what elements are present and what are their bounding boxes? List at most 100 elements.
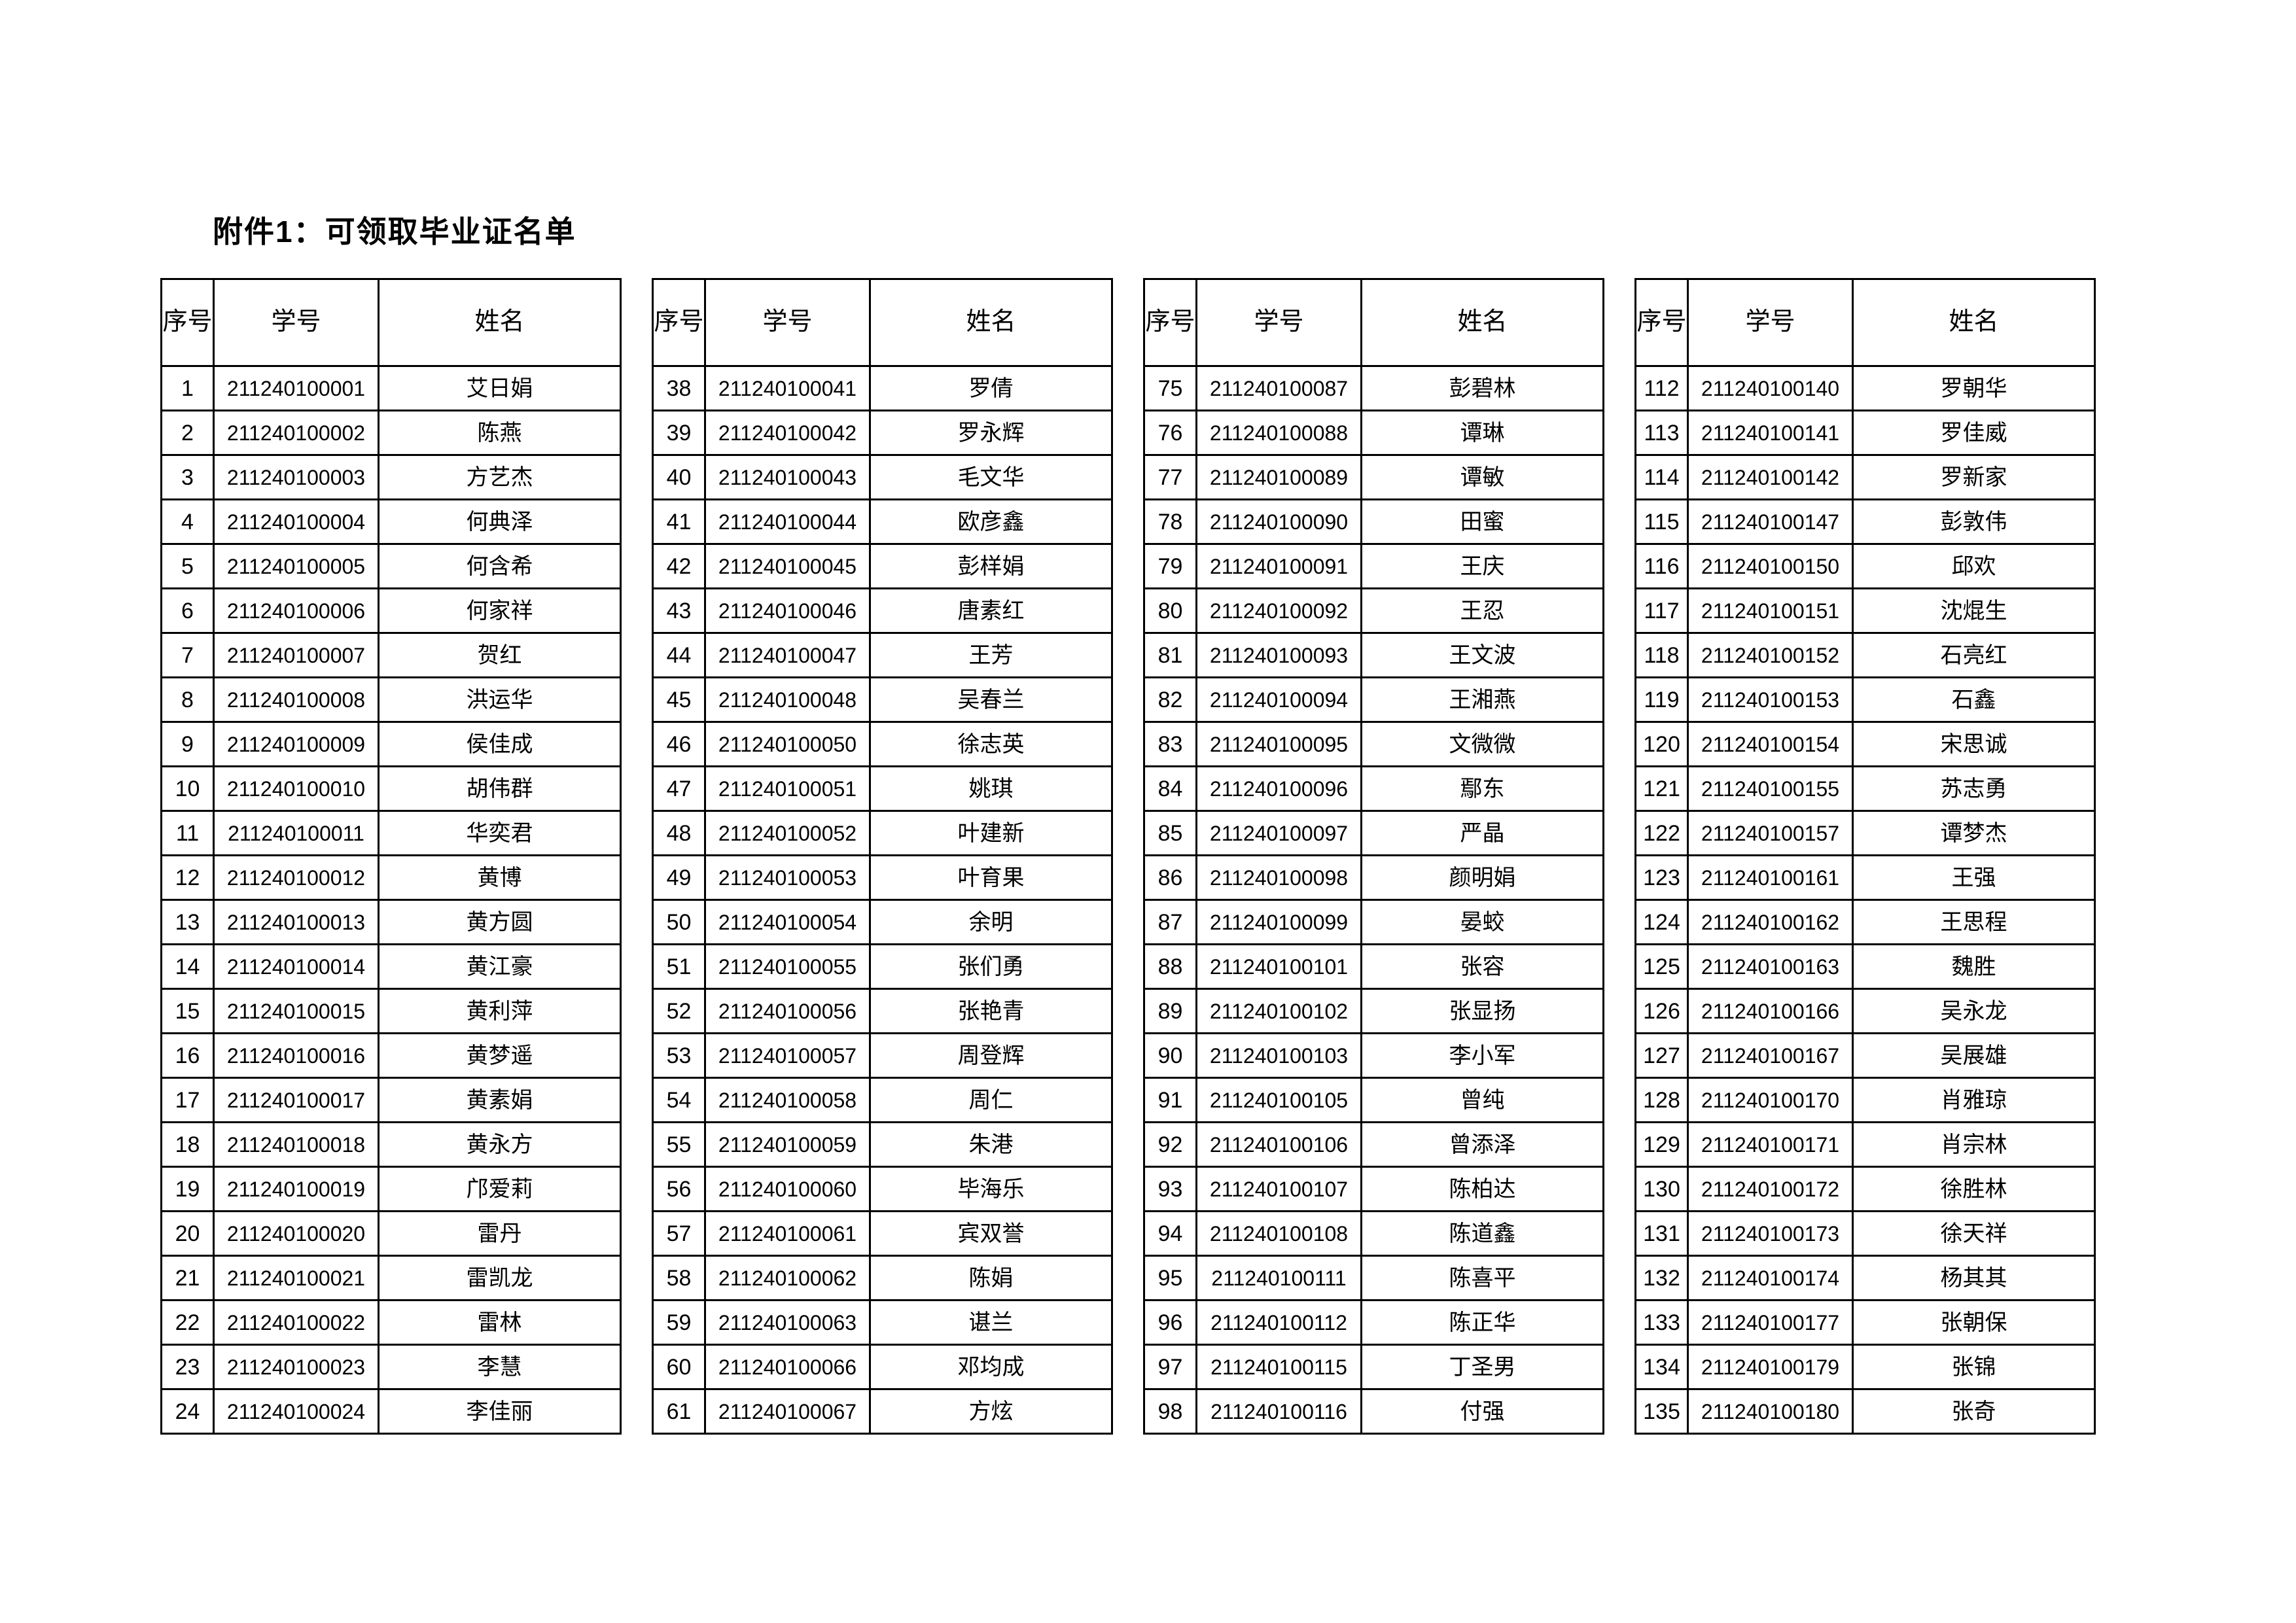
cell-seq: 48 xyxy=(652,810,706,856)
cell-name: 叶育果 xyxy=(869,854,1113,901)
cell-name: 文微微 xyxy=(1360,721,1604,767)
cell-student-id: 211240100180 xyxy=(1687,1388,1854,1435)
cell-name: 何家祥 xyxy=(378,587,622,634)
table-header: 序号 学号 姓名 xyxy=(1143,278,1604,367)
table-row: 123 211240100161 王强 xyxy=(1634,854,2096,901)
cell-seq: 113 xyxy=(1634,410,1689,456)
cell-name: 黄利萍 xyxy=(378,988,622,1034)
table-row: 85 211240100097 严晶 xyxy=(1143,810,1604,856)
cell-seq: 124 xyxy=(1634,899,1689,945)
cell-seq: 123 xyxy=(1634,854,1689,901)
table-row: 54 211240100058 周仁 xyxy=(652,1077,1113,1123)
cell-student-id: 211240100059 xyxy=(704,1121,871,1168)
cell-name: 王庆 xyxy=(1360,543,1604,589)
table-row: 22 211240100022 雷林 xyxy=(160,1299,622,1346)
cell-seq: 127 xyxy=(1634,1032,1689,1079)
cell-name: 彭碧林 xyxy=(1360,365,1604,411)
cell-seq: 75 xyxy=(1143,365,1197,411)
table-row: 81 211240100093 王文波 xyxy=(1143,632,1604,678)
cell-student-id: 211240100103 xyxy=(1195,1032,1362,1079)
cell-student-id: 211240100010 xyxy=(213,765,380,812)
cell-name: 周仁 xyxy=(869,1077,1113,1123)
table-row: 5 211240100005 何含希 xyxy=(160,543,622,589)
table-row: 80 211240100092 王忍 xyxy=(1143,587,1604,634)
table-row: 79 211240100091 王庆 xyxy=(1143,543,1604,589)
cell-student-id: 211240100054 xyxy=(704,899,871,945)
table-row: 41 211240100044 欧彦鑫 xyxy=(652,498,1113,545)
cell-name: 徐天祥 xyxy=(1852,1210,2096,1257)
table-row: 21 211240100021 雷凯龙 xyxy=(160,1255,622,1301)
cell-seq: 77 xyxy=(1143,454,1197,500)
table-row: 86 211240100098 颜明娟 xyxy=(1143,854,1604,901)
table-row: 116 211240100150 邱欢 xyxy=(1634,543,2096,589)
cell-student-id: 211240100141 xyxy=(1687,410,1854,456)
cell-student-id: 211240100105 xyxy=(1195,1077,1362,1123)
cell-name: 吴永龙 xyxy=(1852,988,2096,1034)
table-row: 78 211240100090 田蜜 xyxy=(1143,498,1604,545)
cell-name: 田蜜 xyxy=(1360,498,1604,545)
cell-student-id: 211240100044 xyxy=(704,498,871,545)
table-row: 16 211240100016 黄梦遥 xyxy=(160,1032,622,1079)
header-cell-seq: 序号 xyxy=(652,278,706,367)
cell-name: 黄江豪 xyxy=(378,943,622,990)
cell-seq: 19 xyxy=(160,1166,215,1212)
header-cell-student-id: 学号 xyxy=(1195,278,1362,367)
table-row: 134 211240100179 张锦 xyxy=(1634,1344,2096,1390)
cell-name: 严晶 xyxy=(1360,810,1604,856)
cell-seq: 16 xyxy=(160,1032,215,1079)
table-row: 117 211240100151 沈焜生 xyxy=(1634,587,2096,634)
cell-seq: 53 xyxy=(652,1032,706,1079)
header-cell-name: 姓名 xyxy=(378,278,622,367)
cell-seq: 131 xyxy=(1634,1210,1689,1257)
cell-name: 丁圣男 xyxy=(1360,1344,1604,1390)
cell-seq: 42 xyxy=(652,543,706,589)
table-row: 122 211240100157 谭梦杰 xyxy=(1634,810,2096,856)
table-row: 11 211240100011 华奕君 xyxy=(160,810,622,856)
cell-student-id: 211240100170 xyxy=(1687,1077,1854,1123)
cell-student-id: 211240100090 xyxy=(1195,498,1362,545)
cell-student-id: 211240100057 xyxy=(704,1032,871,1079)
table-row: 121 211240100155 苏志勇 xyxy=(1634,765,2096,812)
header-cell-student-id: 学号 xyxy=(213,278,380,367)
table-row: 43 211240100046 唐素红 xyxy=(652,587,1113,634)
cell-seq: 130 xyxy=(1634,1166,1689,1212)
table-row: 39 211240100042 罗永辉 xyxy=(652,410,1113,456)
cell-name: 张容 xyxy=(1360,943,1604,990)
cell-student-id: 211240100087 xyxy=(1195,365,1362,411)
cell-student-id: 211240100150 xyxy=(1687,543,1854,589)
cell-student-id: 211240100116 xyxy=(1195,1388,1362,1435)
cell-seq: 52 xyxy=(652,988,706,1034)
cell-seq: 8 xyxy=(160,676,215,723)
table-row: 112 211240100140 罗朝华 xyxy=(1634,365,2096,411)
cell-seq: 21 xyxy=(160,1255,215,1301)
cell-name: 王强 xyxy=(1852,854,2096,901)
table-row: 7 211240100007 贺红 xyxy=(160,632,622,678)
cell-name: 邝爱莉 xyxy=(378,1166,622,1212)
cell-seq: 57 xyxy=(652,1210,706,1257)
cell-seq: 97 xyxy=(1143,1344,1197,1390)
cell-student-id: 211240100167 xyxy=(1687,1032,1854,1079)
cell-name: 张朝保 xyxy=(1852,1299,2096,1346)
cell-seq: 6 xyxy=(160,587,215,634)
cell-student-id: 211240100008 xyxy=(213,676,380,723)
table-row: 131 211240100173 徐天祥 xyxy=(1634,1210,2096,1257)
cell-seq: 90 xyxy=(1143,1032,1197,1079)
cell-student-id: 211240100112 xyxy=(1195,1299,1362,1346)
cell-name: 胡伟群 xyxy=(378,765,622,812)
cell-student-id: 211240100153 xyxy=(1687,676,1854,723)
cell-name: 李小军 xyxy=(1360,1032,1604,1079)
cell-name: 黄素娟 xyxy=(378,1077,622,1123)
cell-seq: 84 xyxy=(1143,765,1197,812)
cell-seq: 122 xyxy=(1634,810,1689,856)
cell-seq: 92 xyxy=(1143,1121,1197,1168)
cell-name: 方炫 xyxy=(869,1388,1113,1435)
table-row: 46 211240100050 徐志英 xyxy=(652,721,1113,767)
cell-name: 魏胜 xyxy=(1852,943,2096,990)
table-row: 10 211240100010 胡伟群 xyxy=(160,765,622,812)
cell-name: 毛文华 xyxy=(869,454,1113,500)
cell-name: 谭琳 xyxy=(1360,410,1604,456)
cell-student-id: 211240100014 xyxy=(213,943,380,990)
table-row: 119 211240100153 石鑫 xyxy=(1634,676,2096,723)
cell-student-id: 211240100106 xyxy=(1195,1121,1362,1168)
table-row: 90 211240100103 李小军 xyxy=(1143,1032,1604,1079)
